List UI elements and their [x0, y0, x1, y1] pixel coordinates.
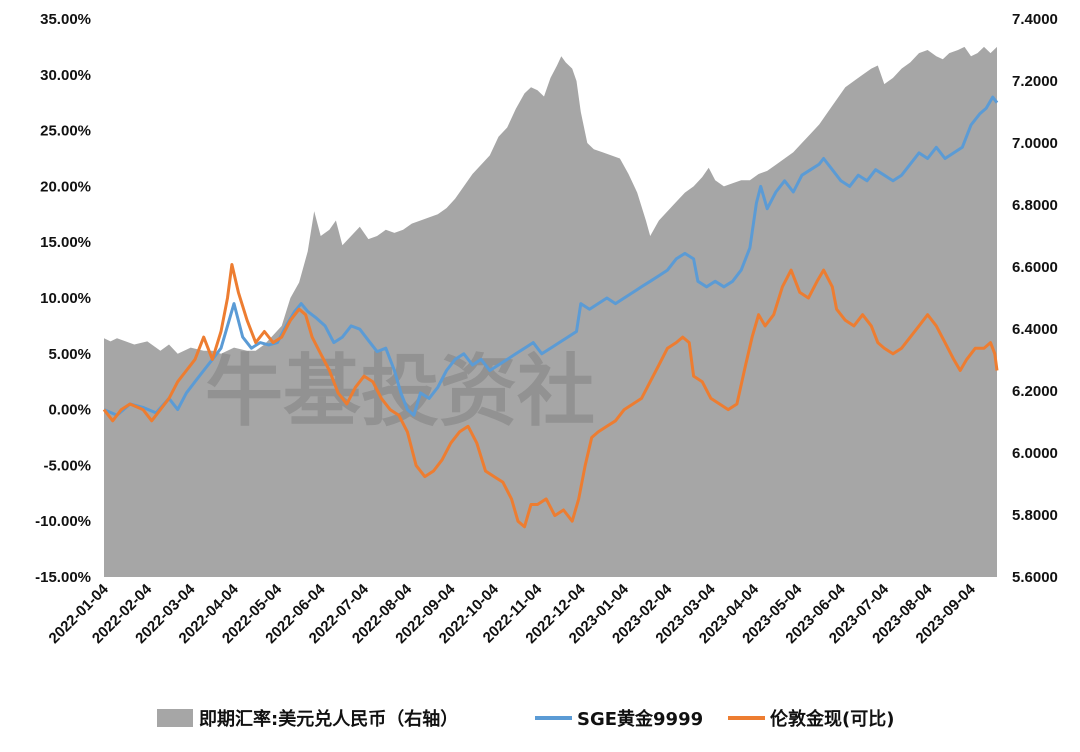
right-y-tick-label: 7.2000: [1012, 73, 1058, 90]
series-area-fx-rate: [104, 46, 997, 577]
x-axis: 2022-01-042022-02-042022-03-042022-04-04…: [46, 580, 980, 647]
right-y-tick-label: 6.0000: [1012, 445, 1058, 462]
right-y-tick-label: 5.6000: [1012, 569, 1058, 586]
legend-label-fx-rate: 即期汇率:美元兑人民币（右轴）: [199, 708, 458, 730]
legend-label-sge-gold: SGE黄金9999: [577, 708, 703, 730]
left-y-tick-label: 0.00%: [48, 402, 91, 419]
left-y-tick-label: 10.00%: [40, 290, 91, 307]
left-y-tick-label: 35.00%: [40, 11, 91, 28]
legend-swatch-fx-rate: [157, 709, 193, 727]
left-y-tick-label: 5.00%: [48, 346, 91, 363]
series-line-london-gold: [102, 263, 999, 529]
right-y-tick-label: 6.2000: [1012, 383, 1058, 400]
left-y-tick-label: 30.00%: [40, 67, 91, 84]
left-y-axis: 35.00% 30.00% 25.00% 20.00% 15.00% 10.00% 5.00…: [35, 11, 91, 586]
left-y-tick-label: -5.00%: [43, 457, 91, 474]
right-y-tick-label: 7.4000: [1012, 11, 1058, 28]
left-y-tick-label: 25.00%: [40, 123, 91, 140]
gold-lines-layer: [102, 95, 999, 529]
left-y-tick-label: -15.00%: [35, 569, 91, 586]
fx-area-layer: [104, 46, 997, 577]
legend: 即期汇率:美元兑人民币（右轴） SGE黄金9999 伦敦金现(可比): [157, 708, 894, 730]
legend-label-london-gold: 伦敦金现(可比): [770, 708, 894, 730]
left-y-tick-label: 15.00%: [40, 234, 91, 251]
right-y-tick-label: 6.8000: [1012, 197, 1058, 214]
right-y-tick-label: 6.6000: [1012, 259, 1058, 276]
right-y-tick-label: 7.0000: [1012, 135, 1058, 152]
right-y-tick-label: 5.8000: [1012, 507, 1058, 524]
left-y-tick-label: 20.00%: [40, 178, 91, 195]
left-y-tick-label: -10.00%: [35, 513, 91, 530]
right-y-tick-label: 6.4000: [1012, 321, 1058, 338]
right-y-axis: 7.4000 7.2000 7.0000 6.8000 6.6000 6.4000 6.20…: [1012, 11, 1058, 586]
